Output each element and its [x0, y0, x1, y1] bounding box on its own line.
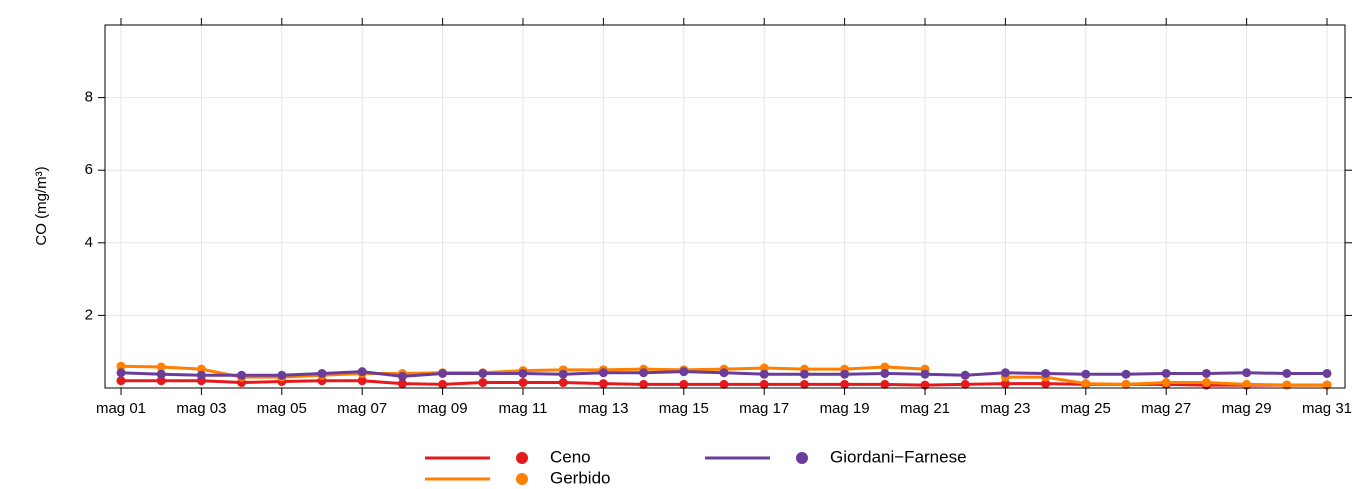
- data-point: [438, 368, 448, 378]
- data-point: [196, 364, 206, 374]
- y-tick-label: 4: [85, 234, 93, 251]
- data-point: [1201, 368, 1211, 378]
- x-tick-label: mag 27: [1141, 400, 1191, 417]
- data-point: [558, 369, 568, 379]
- data-point: [840, 379, 850, 389]
- y-tick-label: 2: [85, 306, 93, 323]
- data-point: [799, 369, 809, 379]
- data-point: [1242, 368, 1252, 378]
- data-point: [1000, 368, 1010, 378]
- plot-frame: [104, 24, 1346, 389]
- y-tick-label: 6: [85, 161, 93, 178]
- data-point: [1161, 378, 1171, 388]
- legend-label: Giordani−Farnese: [830, 447, 967, 466]
- legend-label: Gerbido: [550, 468, 610, 487]
- legend-dot: [516, 473, 528, 485]
- data-point: [116, 361, 126, 371]
- data-point: [799, 379, 809, 389]
- data-point: [1282, 380, 1292, 390]
- data-point: [960, 370, 970, 380]
- data-point: [759, 379, 769, 389]
- data-point: [1121, 369, 1131, 379]
- data-point: [759, 369, 769, 379]
- data-point: [1121, 379, 1131, 389]
- data-point: [960, 379, 970, 389]
- x-tick-label: mag 07: [337, 400, 387, 417]
- data-point: [880, 362, 890, 372]
- x-tick-label: mag 05: [257, 400, 307, 417]
- x-tick-label: mag 21: [900, 400, 950, 417]
- data-point: [719, 368, 729, 378]
- data-point: [558, 378, 568, 388]
- data-point: [920, 369, 930, 379]
- x-tick-label: mag 15: [659, 400, 709, 417]
- data-point: [237, 370, 247, 380]
- data-point: [438, 379, 448, 389]
- data-point: [397, 379, 407, 389]
- data-point: [1081, 379, 1091, 389]
- y-tick-label: 8: [85, 89, 93, 106]
- data-point: [679, 367, 689, 377]
- data-point: [598, 368, 608, 378]
- data-point: [116, 368, 126, 378]
- data-point: [518, 368, 528, 378]
- data-point: [598, 379, 608, 389]
- x-tick-label: mag 17: [739, 400, 789, 417]
- legend-label: Ceno: [550, 447, 591, 466]
- data-point: [156, 362, 166, 372]
- x-tick-label: mag 25: [1061, 400, 1111, 417]
- x-tick-label: mag 29: [1222, 400, 1272, 417]
- x-tick-label: mag 03: [176, 400, 226, 417]
- data-point: [196, 370, 206, 380]
- data-point: [1161, 368, 1171, 378]
- data-point: [840, 369, 850, 379]
- data-point: [478, 378, 488, 388]
- data-point: [1322, 380, 1332, 390]
- data-point: [1081, 369, 1091, 379]
- data-point: [920, 380, 930, 390]
- x-tick-label: mag 19: [820, 400, 870, 417]
- data-point: [357, 367, 367, 377]
- data-point: [1242, 379, 1252, 389]
- x-tick-label: mag 11: [499, 400, 548, 417]
- x-tick-label: mag 09: [418, 400, 468, 417]
- data-point: [759, 363, 769, 373]
- data-point: [1282, 368, 1292, 378]
- data-point: [397, 371, 407, 381]
- legend-dot: [516, 452, 528, 464]
- data-point: [1322, 368, 1332, 378]
- data-point: [679, 379, 689, 389]
- data-point: [639, 379, 649, 389]
- data-point: [478, 368, 488, 378]
- x-tick-label: mag 13: [578, 400, 628, 417]
- data-point: [277, 370, 287, 380]
- data-point: [639, 368, 649, 378]
- x-tick-label: mag 23: [980, 400, 1030, 417]
- legend-dot: [796, 452, 808, 464]
- data-point: [116, 376, 126, 386]
- x-tick-label: mag 01: [96, 400, 146, 417]
- data-point: [719, 379, 729, 389]
- data-point: [357, 376, 367, 386]
- data-point: [1000, 379, 1010, 389]
- data-point: [1201, 378, 1211, 388]
- data-point: [156, 376, 166, 386]
- x-tick-label: mag 31: [1302, 400, 1352, 417]
- data-point: [518, 378, 528, 388]
- y-axis-label: CO (mg/m³): [33, 166, 50, 245]
- data-point: [880, 368, 890, 378]
- data-point: [317, 368, 327, 378]
- data-point: [1041, 368, 1051, 378]
- data-point: [156, 369, 166, 379]
- data-point: [1041, 379, 1051, 389]
- data-point: [880, 379, 890, 389]
